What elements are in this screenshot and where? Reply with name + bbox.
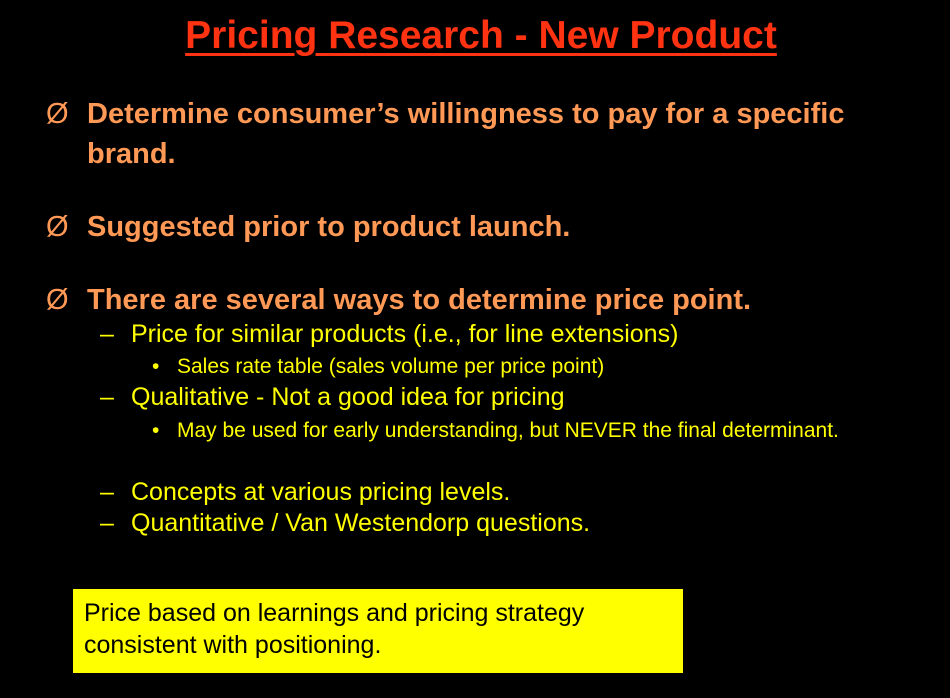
bullet-icon: Ø [46, 284, 69, 316]
subpoint-text: Qualitative - Not a good idea for pricin… [131, 383, 565, 411]
subpoint-concepts: – Concepts at various pricing levels. [100, 477, 880, 508]
bullet-icon: Ø [46, 211, 69, 243]
subpoint-quantitative: – Quantitative / Van Westendorp question… [100, 508, 880, 539]
subpoint-text: Quantitative / Van Westendorp questions. [131, 509, 591, 537]
dash-marker: – [100, 383, 114, 411]
slide-title: Pricing Research - New Product [185, 14, 777, 57]
subpoint-text: Price for similar products (i.e., for li… [131, 320, 679, 348]
bullet-text: Suggested prior to product launch. [87, 211, 571, 243]
subpoint-similar-products: – Price for similar products (i.e., for … [100, 319, 880, 350]
dot-marker: • [152, 419, 160, 442]
subpoint-text: Sales rate table (sales volume per price… [177, 355, 605, 378]
subpoint-text: May be used for early understanding, but… [177, 419, 839, 442]
bullet-text: Determine consumer’s willingness to pay … [87, 98, 845, 170]
dash-marker: – [100, 478, 114, 506]
subpoint-text: Concepts at various pricing levels. [131, 478, 511, 506]
callout-box: Price based on learnings and pricing str… [73, 589, 683, 673]
bullet-icon: Ø [46, 98, 69, 130]
bullet-several-ways: Ø There are several ways to determine pr… [46, 280, 926, 320]
bullet-prior-to-launch: Ø Suggested prior to product launch. [46, 207, 926, 247]
dash-marker: – [100, 509, 114, 537]
dot-marker: • [152, 355, 160, 378]
subpoint-sales-rate-table: • Sales rate table (sales volume per pri… [152, 352, 882, 382]
subpoint-early-understanding: • May be used for early understanding, b… [152, 416, 882, 446]
dash-marker: – [100, 320, 114, 348]
subpoint-qualitative: – Qualitative - Not a good idea for pric… [100, 382, 880, 413]
bullet-text: There are several ways to determine pric… [87, 284, 752, 316]
bullet-willingness-to-pay: Ø Determine consumer’s willingness to pa… [46, 94, 926, 174]
